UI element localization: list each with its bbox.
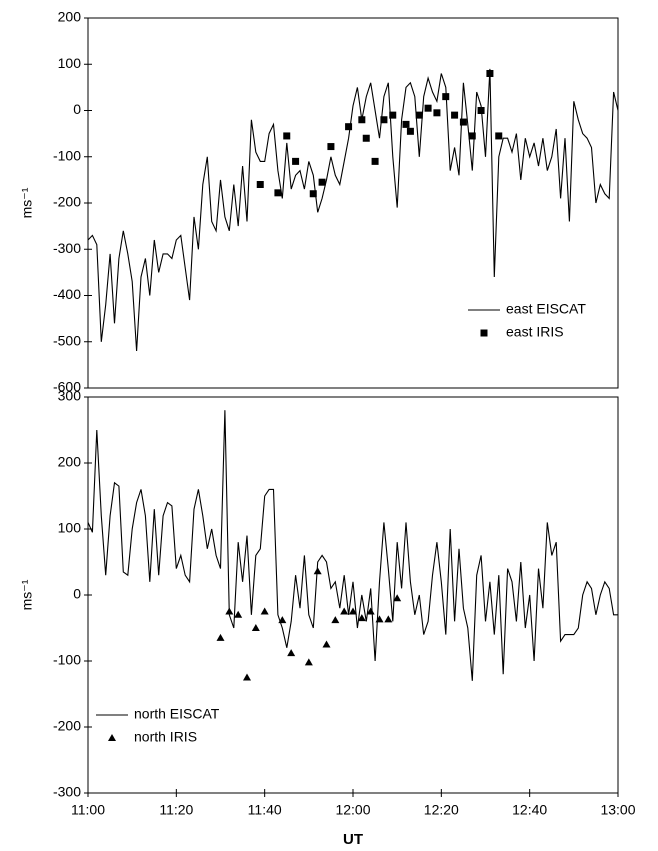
y-tick-label: 100 — [58, 55, 82, 71]
triangle-marker — [251, 624, 260, 631]
triangle-marker — [287, 649, 296, 657]
triangle-marker — [260, 607, 269, 615]
square-marker — [362, 134, 370, 142]
square-marker — [318, 178, 326, 186]
series-line — [87, 410, 618, 681]
square-marker — [274, 189, 282, 197]
square-marker — [415, 111, 423, 119]
square-marker — [477, 107, 485, 114]
x-tick-label: 11:20 — [159, 802, 193, 818]
x-tick-label: 12:20 — [424, 802, 459, 818]
triangle-marker — [313, 567, 322, 575]
triangle-marker — [375, 615, 384, 623]
y-tick-label: -100 — [53, 652, 81, 668]
triangle-marker — [393, 594, 402, 602]
triangle-marker — [331, 616, 340, 624]
y-tick-label: -200 — [53, 194, 81, 210]
y-tick-label: -100 — [53, 147, 81, 163]
y-tick-label: 300 — [58, 388, 82, 404]
triangle-marker — [384, 615, 393, 623]
triangle-marker — [340, 607, 349, 615]
square-marker — [309, 190, 317, 198]
triangle-marker — [304, 658, 313, 666]
triangle-marker — [108, 734, 116, 741]
y-tick-label: -500 — [53, 332, 81, 348]
x-tick-label: 11:40 — [248, 802, 282, 818]
triangle-marker — [234, 610, 243, 618]
y-tick-label: -600 — [53, 379, 81, 395]
legend-label: north EISCAT — [134, 706, 220, 722]
square-marker — [402, 120, 410, 128]
square-marker — [292, 157, 300, 165]
square-marker — [451, 111, 459, 119]
square-marker — [256, 181, 264, 188]
triangle-marker — [322, 640, 331, 648]
y-axis-label: ms⁻¹ — [19, 579, 35, 610]
x-tick-label: 12:00 — [335, 802, 370, 818]
square-marker — [433, 109, 441, 117]
legend-label: north IRIS — [134, 729, 197, 745]
square-marker — [358, 116, 366, 124]
y-tick-label: -300 — [53, 784, 81, 800]
triangle-marker — [225, 607, 234, 615]
y-tick-label: -200 — [53, 718, 81, 734]
triangle-marker — [216, 633, 225, 641]
square-marker — [480, 329, 488, 337]
square-marker — [459, 118, 467, 126]
triangle-marker — [243, 673, 251, 681]
square-marker — [389, 111, 397, 119]
square-marker — [283, 132, 291, 140]
square-marker — [486, 70, 494, 77]
legend-label: east IRIS — [506, 324, 564, 340]
triangle-marker — [366, 607, 375, 615]
square-marker — [406, 127, 414, 135]
y-axis-label: ms⁻¹ — [19, 187, 35, 218]
square-marker — [468, 132, 476, 140]
square-marker — [345, 123, 353, 131]
y-tick-label: 100 — [58, 520, 82, 536]
x-tick-label: 11:00 — [71, 802, 105, 818]
y-tick-label: -300 — [53, 240, 81, 256]
square-marker — [495, 132, 503, 140]
square-marker — [327, 143, 335, 151]
series-line — [87, 68, 619, 352]
x-axis-label: UT — [343, 831, 363, 848]
y-tick-label: -400 — [53, 286, 81, 302]
square-marker — [371, 157, 379, 165]
triangle-marker — [349, 607, 357, 615]
square-marker — [380, 116, 388, 124]
y-tick-label: 0 — [73, 586, 81, 602]
y-tick-label: 200 — [58, 9, 82, 25]
triangle-marker — [278, 616, 287, 624]
legend-label: east EISCAT — [506, 301, 586, 317]
square-marker — [442, 93, 450, 101]
triangle-marker — [357, 614, 366, 622]
x-tick-label: 13:00 — [600, 802, 635, 818]
square-marker — [424, 104, 432, 112]
y-tick-label: 0 — [73, 101, 81, 117]
x-tick-label: 12:40 — [512, 802, 547, 818]
y-tick-label: 200 — [58, 454, 82, 470]
